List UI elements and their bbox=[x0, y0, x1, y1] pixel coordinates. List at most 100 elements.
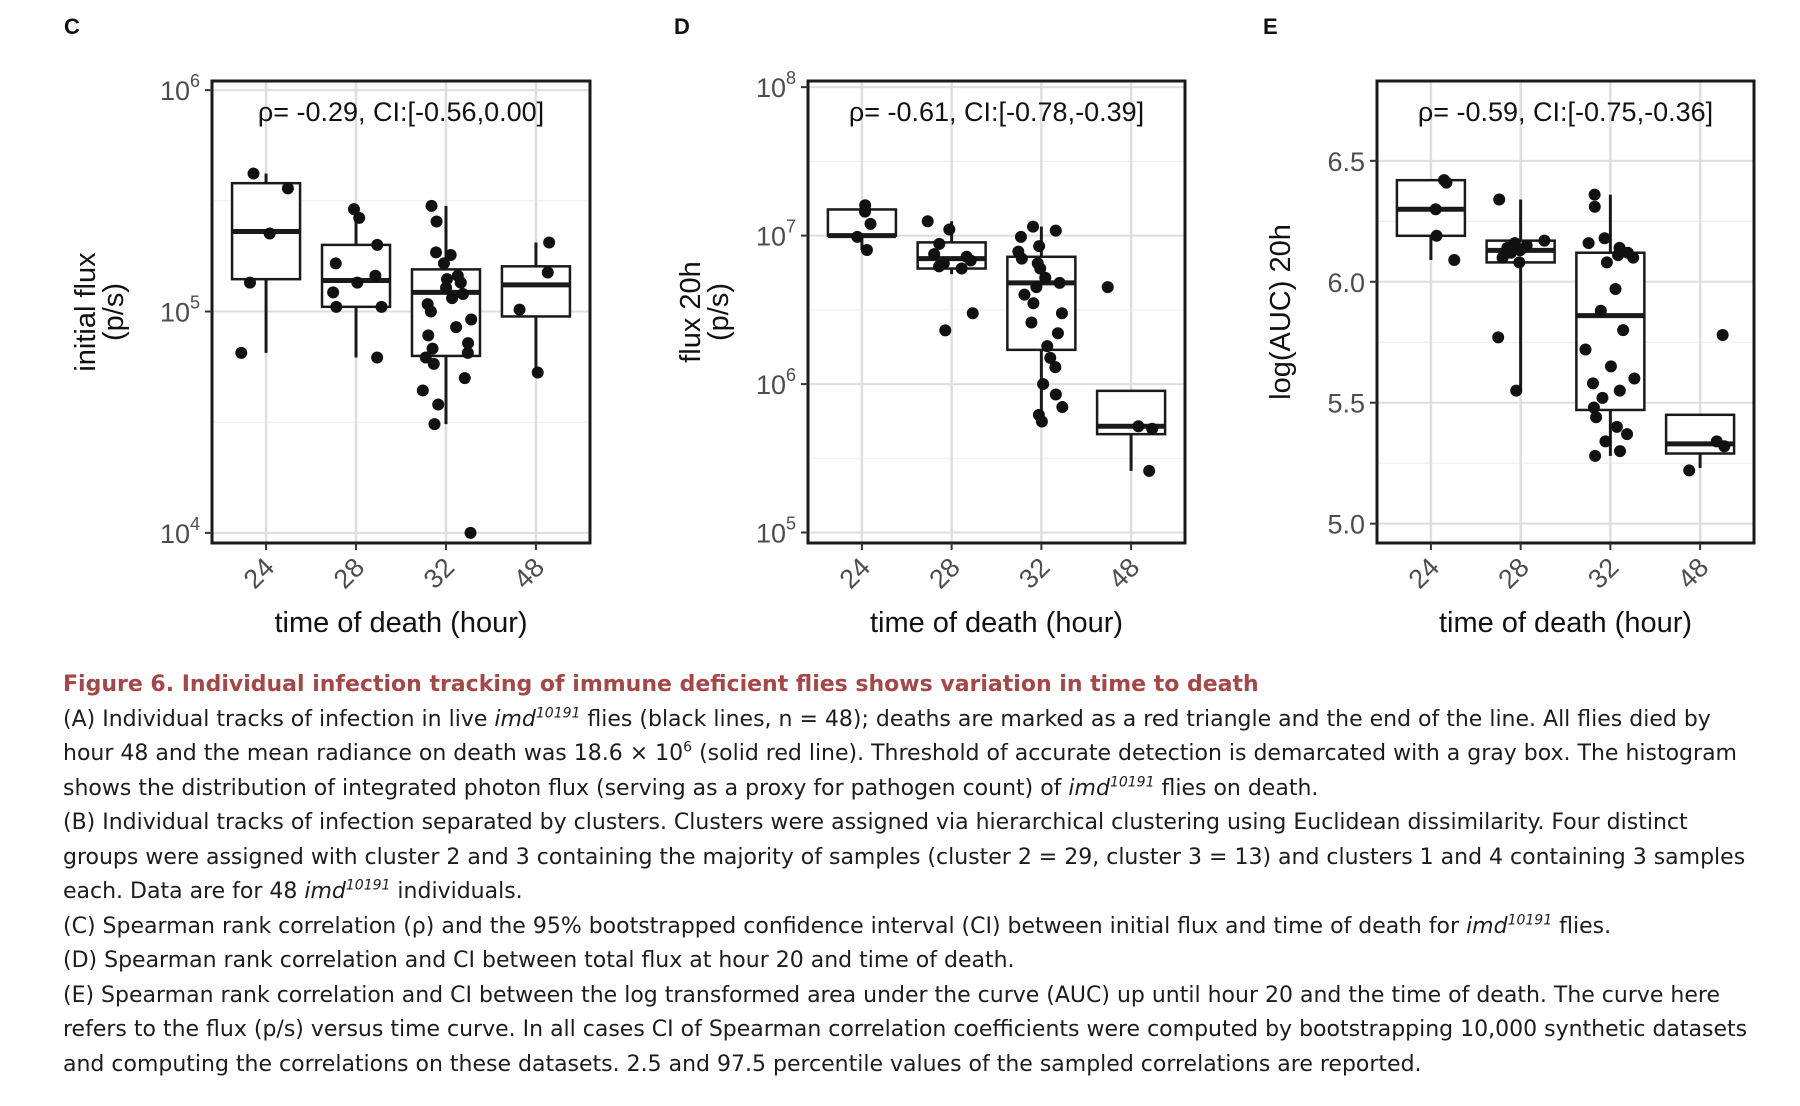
plot-panel-d: ρ= -0.61, CI:[-0.78,-0.39] 105 106 107 108 24… bbox=[675, 68, 1187, 639]
x-axis-label: time of death (hour) bbox=[870, 607, 1123, 639]
caption-b-imd: imd bbox=[304, 879, 346, 904]
data-point bbox=[1621, 428, 1634, 441]
data-point bbox=[1594, 304, 1607, 317]
caption-a-imd1: imd bbox=[494, 706, 536, 732]
data-point bbox=[353, 211, 366, 224]
x-tick-label: 24 bbox=[834, 552, 876, 594]
y-tick-label: 104 bbox=[160, 514, 200, 549]
caption-paragraph-e: (E) Spearman rank correlation and CI bet… bbox=[63, 982, 1748, 1077]
box-48 bbox=[500, 242, 572, 373]
y-tick-label: 105 bbox=[756, 514, 796, 549]
data-point bbox=[440, 281, 453, 294]
data-point bbox=[1049, 388, 1062, 401]
data-point bbox=[939, 324, 952, 337]
caption-paragraph-c: (C) Spearman rank correlation (ρ) and th… bbox=[63, 910, 1763, 945]
caption-c-imd: imd bbox=[1466, 913, 1508, 939]
panel-letter-e: E bbox=[1263, 14, 1278, 39]
data-point bbox=[1041, 340, 1054, 353]
data-point bbox=[1610, 420, 1623, 433]
caption-b-sup: 10191 bbox=[345, 877, 391, 894]
box-24 bbox=[1395, 178, 1467, 260]
data-point bbox=[1513, 256, 1526, 269]
data-point bbox=[1604, 360, 1617, 373]
caption-b-text1: (B) Individual tracks of infection separ… bbox=[63, 810, 1746, 904]
data-point bbox=[422, 329, 435, 342]
y-tick-label: 106 bbox=[160, 71, 200, 106]
data-point bbox=[933, 237, 946, 250]
data-point bbox=[928, 248, 941, 261]
x-tick-label: 48 bbox=[1103, 552, 1145, 594]
data-point bbox=[851, 230, 864, 243]
data-point bbox=[1600, 256, 1613, 269]
data-point bbox=[1025, 316, 1038, 329]
data-point bbox=[1599, 435, 1612, 448]
data-point bbox=[1049, 361, 1062, 374]
data-point bbox=[864, 217, 877, 230]
data-point bbox=[456, 287, 469, 300]
caption-paragraph-a: (A) Individual tracks of infection in li… bbox=[63, 703, 1763, 807]
data-point bbox=[1027, 297, 1040, 310]
x-tick-label: 28 bbox=[1492, 552, 1534, 594]
data-point bbox=[437, 257, 450, 270]
data-point bbox=[966, 307, 979, 320]
data-point bbox=[1143, 464, 1156, 477]
data-point bbox=[371, 238, 384, 251]
x-axis-label: time of death (hour) bbox=[274, 607, 527, 639]
data-point bbox=[430, 215, 443, 228]
data-point bbox=[1628, 372, 1641, 385]
data-point bbox=[1614, 445, 1627, 458]
data-point bbox=[1718, 440, 1731, 453]
data-point bbox=[1612, 249, 1625, 262]
data-point bbox=[1044, 351, 1057, 364]
caption-a-text2: flies (black lines, n = 48); deaths are … bbox=[63, 706, 1711, 767]
data-point bbox=[1132, 420, 1145, 433]
x-tick-label: 24 bbox=[1403, 552, 1445, 594]
data-point bbox=[1014, 230, 1027, 243]
data-point bbox=[1039, 271, 1052, 284]
data-point bbox=[1146, 422, 1159, 435]
data-point bbox=[462, 337, 475, 350]
figure-caption: Figure 6. Individual infection tracking … bbox=[63, 668, 1763, 1082]
caption-title: Figure 6. Individual infection tracking … bbox=[63, 672, 1259, 697]
data-point bbox=[375, 300, 388, 313]
caption-a-imd2: imd bbox=[1068, 775, 1110, 801]
data-point bbox=[1493, 193, 1506, 206]
caption-c-text1: (C) Spearman rank correlation (ρ) and th… bbox=[63, 913, 1467, 939]
data-point bbox=[416, 384, 429, 397]
data-point bbox=[450, 321, 463, 334]
data-point bbox=[933, 260, 946, 273]
data-point bbox=[465, 313, 478, 326]
y-axis-label: flux 20h bbox=[675, 261, 707, 363]
data-point bbox=[1429, 203, 1442, 216]
plot-panel-e: ρ= -0.59, CI:[-0.75,-0.36] 5.0 5.5 6.0 6.5 24… bbox=[1265, 79, 1756, 639]
data-point bbox=[858, 205, 871, 218]
data-point bbox=[1051, 327, 1064, 340]
x-axis-label: time of death (hour) bbox=[1439, 607, 1692, 639]
data-point bbox=[1030, 281, 1043, 294]
data-point bbox=[427, 357, 440, 370]
x-tick-label: 48 bbox=[508, 552, 550, 594]
data-point bbox=[943, 223, 956, 236]
data-point bbox=[1613, 384, 1626, 397]
data-point bbox=[454, 276, 467, 289]
data-point bbox=[444, 249, 457, 262]
data-point bbox=[531, 366, 544, 379]
data-point bbox=[425, 199, 438, 212]
y-axis-label: (p/s) bbox=[98, 283, 130, 341]
data-point bbox=[1617, 324, 1630, 337]
panel-letter-d: D bbox=[674, 14, 690, 39]
data-point bbox=[247, 167, 260, 180]
caption-paragraph-b: (B) Individual tracks of infection separ… bbox=[63, 806, 1763, 910]
data-point bbox=[1101, 281, 1114, 294]
data-point bbox=[1034, 262, 1047, 275]
data-point bbox=[428, 418, 441, 431]
x-tick-label: 32 bbox=[418, 552, 460, 594]
y-tick-label: 6.0 bbox=[1327, 268, 1365, 298]
figure-plots: ρ= -0.29, CI:[-0.56,0.00] 104 105 106 24 28 32… bbox=[70, 68, 1756, 639]
data-point bbox=[424, 305, 437, 318]
data-point bbox=[351, 276, 364, 289]
caption-b-text2: individuals. bbox=[390, 879, 523, 904]
y-tick-label: 106 bbox=[756, 365, 796, 400]
data-point bbox=[1027, 220, 1040, 233]
caption-c-text2: flies. bbox=[1552, 913, 1612, 939]
